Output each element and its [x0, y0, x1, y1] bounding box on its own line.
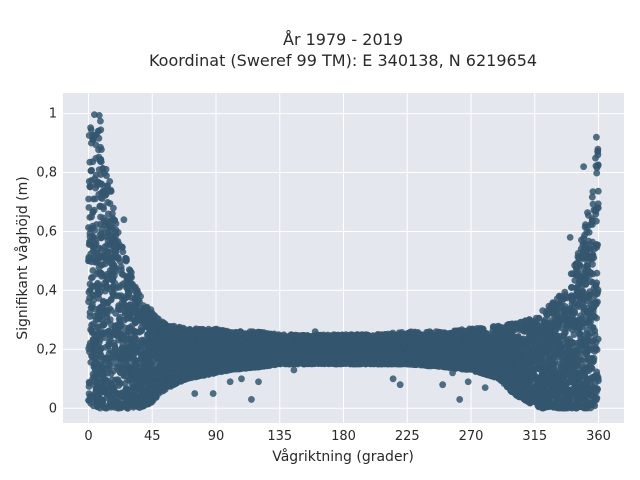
data-point: [116, 258, 124, 265]
data-point: [97, 117, 104, 125]
data-point: [589, 188, 597, 196]
data-point: [118, 266, 125, 274]
data-point: [121, 380, 129, 387]
data-point: [594, 187, 602, 195]
data-point: [106, 200, 114, 207]
chart-title-line1: År 1979 - 2019: [283, 30, 403, 49]
data-point: [593, 269, 601, 277]
data-point: [89, 292, 96, 299]
data-point: [88, 213, 95, 221]
data-point: [97, 143, 104, 151]
data-point: [90, 320, 97, 328]
data-point: [104, 248, 112, 256]
data-point-cloud: [85, 111, 602, 412]
chart-title-line2: Koordinat (Sweref 99 TM): E 340138, N 62…: [149, 51, 537, 70]
data-point: [585, 229, 593, 236]
data-point: [107, 370, 115, 377]
